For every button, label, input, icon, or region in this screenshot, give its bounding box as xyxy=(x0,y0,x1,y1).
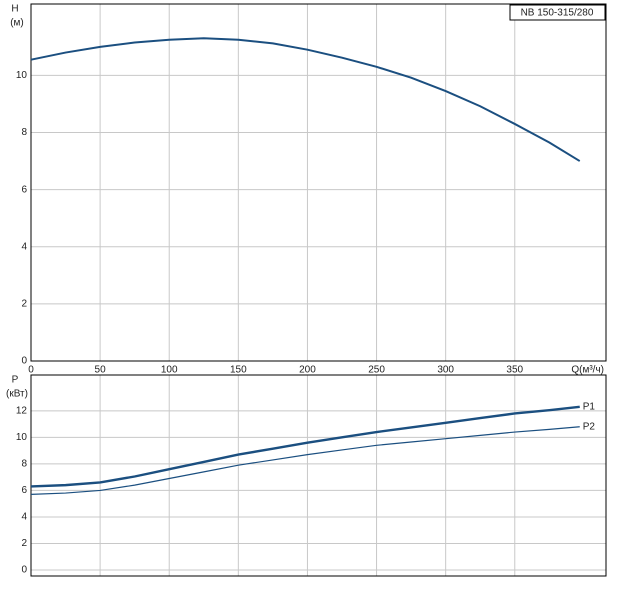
data-line xyxy=(30,405,580,488)
y-tick-label: 4 xyxy=(21,512,27,523)
chart-title: NB 150-315/280 xyxy=(521,8,594,19)
plot-border xyxy=(30,374,607,577)
x-axis-label: Q(м³/ч) xyxy=(571,365,604,376)
x-tick-label: 150 xyxy=(230,365,247,376)
series-label: P2 xyxy=(583,421,596,432)
x-tick-label: 50 xyxy=(95,365,107,376)
x-tick-label: 0 xyxy=(28,365,34,376)
x-tick-label: 300 xyxy=(437,365,454,376)
y-tick-label: 0 xyxy=(21,565,27,576)
y-tick-label: 8 xyxy=(21,127,27,138)
y-axis-unit: (кВт) xyxy=(6,389,28,400)
y-tick-label: 6 xyxy=(21,485,27,496)
y-axis-unit: (м) xyxy=(10,18,24,29)
y-axis-label: H xyxy=(11,4,18,15)
plot-area xyxy=(30,3,607,362)
y-tick-label: 10 xyxy=(16,432,28,443)
x-tick-label: 200 xyxy=(299,365,316,376)
title-box xyxy=(509,4,606,21)
x-tick-label: 250 xyxy=(368,365,385,376)
x-tick-label: 350 xyxy=(506,365,523,376)
data-line xyxy=(30,37,581,162)
x-tick-label: 100 xyxy=(161,365,178,376)
plot-border xyxy=(30,3,607,362)
y-tick-label: 0 xyxy=(21,356,27,367)
y-tick-label: 2 xyxy=(21,538,27,549)
y-tick-label: 10 xyxy=(16,70,28,81)
y-axis-label: P xyxy=(12,375,19,386)
series-label: P1 xyxy=(583,401,596,412)
y-tick-label: 8 xyxy=(21,459,27,470)
y-tick-label: 12 xyxy=(16,405,28,416)
plot-area xyxy=(30,374,607,577)
y-tick-label: 2 xyxy=(21,299,27,310)
y-tick-label: 4 xyxy=(21,241,27,252)
y-tick-label: 6 xyxy=(21,184,27,195)
data-line xyxy=(30,426,580,496)
